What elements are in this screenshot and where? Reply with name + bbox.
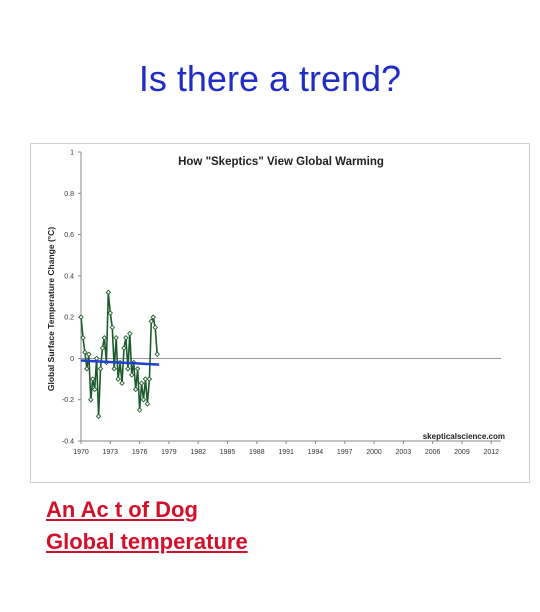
temperature-series-line bbox=[80, 292, 158, 417]
data-point bbox=[82, 349, 88, 355]
data-point bbox=[78, 314, 84, 320]
x-tick-label: 2009 bbox=[454, 449, 470, 456]
y-tick-label: 0.4 bbox=[64, 273, 74, 280]
data-point bbox=[109, 324, 115, 331]
x-tick-label: 1985 bbox=[220, 449, 236, 456]
data-point bbox=[97, 366, 104, 372]
data-point bbox=[132, 386, 139, 393]
x-tick-label: 1973 bbox=[103, 449, 119, 456]
data-point bbox=[140, 396, 147, 403]
x-tick-label: 1988 bbox=[249, 449, 265, 456]
x-tick-label: 1979 bbox=[161, 449, 177, 456]
data-point bbox=[121, 345, 127, 351]
y-tick-label: 1 bbox=[70, 150, 74, 157]
link-an-act-of-dog[interactable]: An Ac t of Dog bbox=[46, 497, 198, 522]
y-tick-label: 0.8 bbox=[64, 191, 74, 198]
x-tick-label: 1982 bbox=[190, 449, 206, 456]
data-point bbox=[86, 351, 92, 358]
data-point bbox=[89, 376, 96, 382]
x-tick-label: 1976 bbox=[132, 449, 148, 456]
link-global-temperature[interactable]: Global temperature bbox=[46, 529, 248, 554]
x-tick-label: 2003 bbox=[396, 449, 412, 456]
x-tick-label: 1994 bbox=[308, 449, 324, 456]
data-point bbox=[146, 376, 153, 382]
data-point bbox=[123, 335, 129, 341]
y-tick-label: 0 bbox=[70, 356, 74, 363]
data-point bbox=[101, 335, 108, 341]
x-tick-label: 2000 bbox=[366, 449, 382, 456]
data-point bbox=[95, 413, 102, 419]
data-point bbox=[154, 351, 160, 358]
data-point bbox=[138, 380, 145, 386]
y-axis-label: Global Surface Temperature Change (°C) bbox=[46, 227, 56, 391]
temperature-chart: How "Skeptics" View Global Warming Globa… bbox=[46, 150, 505, 457]
data-point bbox=[80, 335, 86, 341]
data-point bbox=[148, 318, 155, 325]
data-point bbox=[84, 366, 90, 372]
data-point bbox=[113, 335, 119, 341]
slide-title: Is there a trend? bbox=[138, 58, 402, 99]
data-point bbox=[136, 407, 143, 413]
y-tick-label: -0.2 bbox=[62, 397, 74, 404]
data-point bbox=[152, 324, 158, 331]
data-point bbox=[105, 289, 112, 296]
link-list: An Ac t of Dog Global temperature bbox=[46, 494, 248, 558]
y-tick-label: 0.2 bbox=[64, 315, 74, 322]
chart-frame: How "Skeptics" View Global Warming Globa… bbox=[30, 143, 530, 483]
data-point bbox=[134, 366, 141, 372]
y-tick-label: 0.6 bbox=[64, 232, 74, 239]
data-point bbox=[127, 330, 133, 337]
chart-watermark: skepticalscience.com bbox=[423, 432, 505, 441]
data-point bbox=[91, 386, 98, 393]
x-tick-label: 1997 bbox=[337, 449, 353, 456]
x-tick-label: 1991 bbox=[278, 449, 294, 456]
chart-title: How "Skeptics" View Global Warming bbox=[178, 156, 384, 168]
data-point bbox=[88, 396, 94, 403]
data-point bbox=[129, 372, 135, 378]
x-tick-label: 1970 bbox=[73, 449, 89, 456]
data-point bbox=[107, 310, 114, 316]
data-point bbox=[115, 376, 121, 382]
trend-line bbox=[80, 359, 160, 366]
data-point bbox=[111, 366, 117, 372]
data-point bbox=[119, 380, 125, 386]
data-point bbox=[99, 345, 106, 351]
data-point bbox=[150, 314, 157, 320]
x-tick-label: 2006 bbox=[425, 449, 441, 456]
data-point bbox=[144, 401, 151, 407]
y-tick-label: -0.4 bbox=[62, 439, 74, 446]
data-point bbox=[142, 376, 149, 382]
data-point bbox=[93, 355, 100, 362]
x-tick-label: 2012 bbox=[483, 449, 499, 456]
data-point bbox=[125, 366, 131, 372]
